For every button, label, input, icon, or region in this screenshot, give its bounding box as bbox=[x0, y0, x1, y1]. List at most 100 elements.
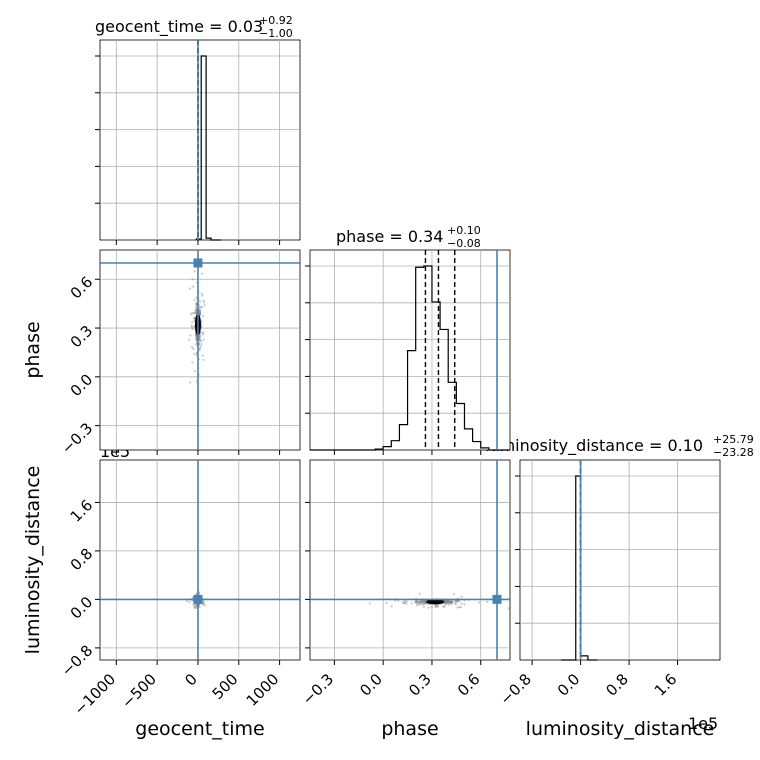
tick-label-y: 0.8 bbox=[67, 545, 97, 575]
scatter-point bbox=[449, 600, 452, 603]
tick-label-x: 1000 bbox=[243, 670, 283, 710]
scatter-point bbox=[202, 333, 205, 336]
title-luminosity-distance-label: luminosity_distance = 0.10 bbox=[485, 436, 703, 456]
scatter-point bbox=[445, 600, 449, 603]
scatter-point bbox=[422, 603, 425, 606]
title-luminosity-distance-plus: +25.79 bbox=[713, 433, 754, 446]
scatter-point bbox=[198, 310, 201, 314]
scatter-point bbox=[459, 606, 462, 609]
tick-label-x: 0.0 bbox=[554, 670, 584, 700]
scatter-point bbox=[454, 602, 457, 606]
scatter-point bbox=[450, 601, 453, 604]
scatter-point bbox=[390, 605, 393, 608]
scatter-point bbox=[198, 305, 201, 308]
scatter-point bbox=[198, 311, 201, 314]
scatter-frame bbox=[99, 249, 301, 451]
scatter-point bbox=[198, 310, 202, 313]
truth-marker bbox=[492, 594, 502, 604]
scatter-point bbox=[446, 600, 449, 603]
scatter-point bbox=[202, 358, 205, 362]
scatter-point bbox=[458, 606, 461, 609]
scatter-panel-luminosity-distance-vs-phase: −0.3 0.0 0.3 0.6 bbox=[299, 459, 511, 709]
scatter-point bbox=[418, 603, 421, 606]
scatter-point bbox=[460, 595, 463, 598]
scatter-point bbox=[445, 600, 448, 603]
scatter-point bbox=[446, 600, 449, 603]
scatter-point bbox=[194, 310, 197, 313]
scatter-point bbox=[193, 605, 196, 609]
hist-panel-geocent-time bbox=[95, 39, 301, 245]
scatter-point bbox=[414, 600, 417, 603]
scatter-point bbox=[423, 600, 426, 603]
histogram-step bbox=[195, 55, 221, 241]
scatter-point bbox=[195, 302, 198, 305]
scatter-point bbox=[193, 298, 196, 301]
scatter-point bbox=[187, 338, 191, 341]
title-geocent-time: geocent_time = 0.03 +0.92 −1.00 bbox=[95, 14, 293, 40]
title-phase-label: phase = 0.34 bbox=[336, 227, 443, 246]
scatter-point bbox=[195, 296, 198, 299]
scatter-point bbox=[435, 605, 439, 608]
tick-label-y: 1.6 bbox=[67, 496, 97, 526]
scatter-point bbox=[422, 600, 426, 603]
scatter-point bbox=[203, 301, 206, 304]
scatter-point bbox=[486, 600, 489, 603]
scatter-point bbox=[507, 607, 510, 610]
scatter-point bbox=[195, 303, 198, 306]
scatter-point bbox=[448, 600, 451, 604]
title-geocent-time-label: geocent_time = 0.03 bbox=[95, 17, 263, 37]
scatter-point bbox=[198, 309, 201, 312]
scatter-point bbox=[454, 602, 457, 605]
xlabel-luminosity-distance: luminosity_distance bbox=[526, 718, 715, 740]
scatter-point bbox=[445, 599, 448, 603]
scatter-point bbox=[415, 601, 418, 604]
scatter-point bbox=[423, 600, 427, 603]
scatter-point bbox=[410, 602, 413, 605]
scatter-point bbox=[200, 292, 203, 295]
scatter-point bbox=[404, 602, 408, 605]
scatter-point bbox=[194, 337, 197, 340]
scatter-point bbox=[417, 603, 420, 606]
scatter-point bbox=[203, 604, 207, 607]
scatter-point bbox=[449, 601, 453, 604]
scatter-point bbox=[422, 600, 426, 603]
scatter-point bbox=[201, 305, 204, 309]
tick-label-x: −500 bbox=[118, 670, 160, 712]
scatter-point bbox=[198, 312, 202, 315]
scatter-point bbox=[448, 599, 451, 603]
scatter-point bbox=[202, 299, 205, 302]
scatter-point bbox=[422, 601, 426, 604]
tick-label-x: 0.6 bbox=[454, 670, 484, 700]
scatter-point bbox=[419, 601, 422, 604]
hist-geocent-time-frame bbox=[99, 39, 301, 241]
scatter-point bbox=[414, 601, 417, 604]
scatter-point bbox=[199, 306, 203, 309]
scatter-point bbox=[424, 600, 427, 604]
scatter-point bbox=[190, 312, 193, 316]
scatter-point bbox=[443, 600, 447, 603]
scatter-point bbox=[443, 601, 446, 604]
scatter-point bbox=[430, 605, 434, 608]
scatter-point bbox=[422, 601, 425, 604]
x-scale-note: 1e5 bbox=[688, 714, 718, 733]
scatter-point bbox=[419, 600, 423, 603]
scatter-point bbox=[450, 601, 453, 604]
scatter-point bbox=[423, 602, 426, 605]
scatter-point bbox=[435, 603, 439, 606]
scatter-point bbox=[192, 324, 196, 328]
scatter-point bbox=[193, 312, 197, 315]
tick-label-x: 0.0 bbox=[356, 670, 386, 700]
scatter-point bbox=[444, 604, 447, 607]
scatter-point bbox=[193, 353, 196, 356]
corner-panels: −0.8 0.0 0.8 1.6−0.30.00.30.6−1000−500 0 500 1… bbox=[58, 39, 721, 719]
scatter-point bbox=[434, 605, 437, 609]
tick-label-x: 1.6 bbox=[651, 670, 681, 700]
scatter-point bbox=[195, 310, 198, 314]
scatter-point bbox=[422, 599, 425, 602]
scatter-point bbox=[198, 312, 201, 315]
scatter-point bbox=[446, 601, 450, 604]
scatter-point bbox=[200, 331, 203, 335]
scatter-point bbox=[455, 599, 458, 603]
scatter-point bbox=[198, 349, 201, 352]
scatter-point bbox=[451, 599, 454, 602]
